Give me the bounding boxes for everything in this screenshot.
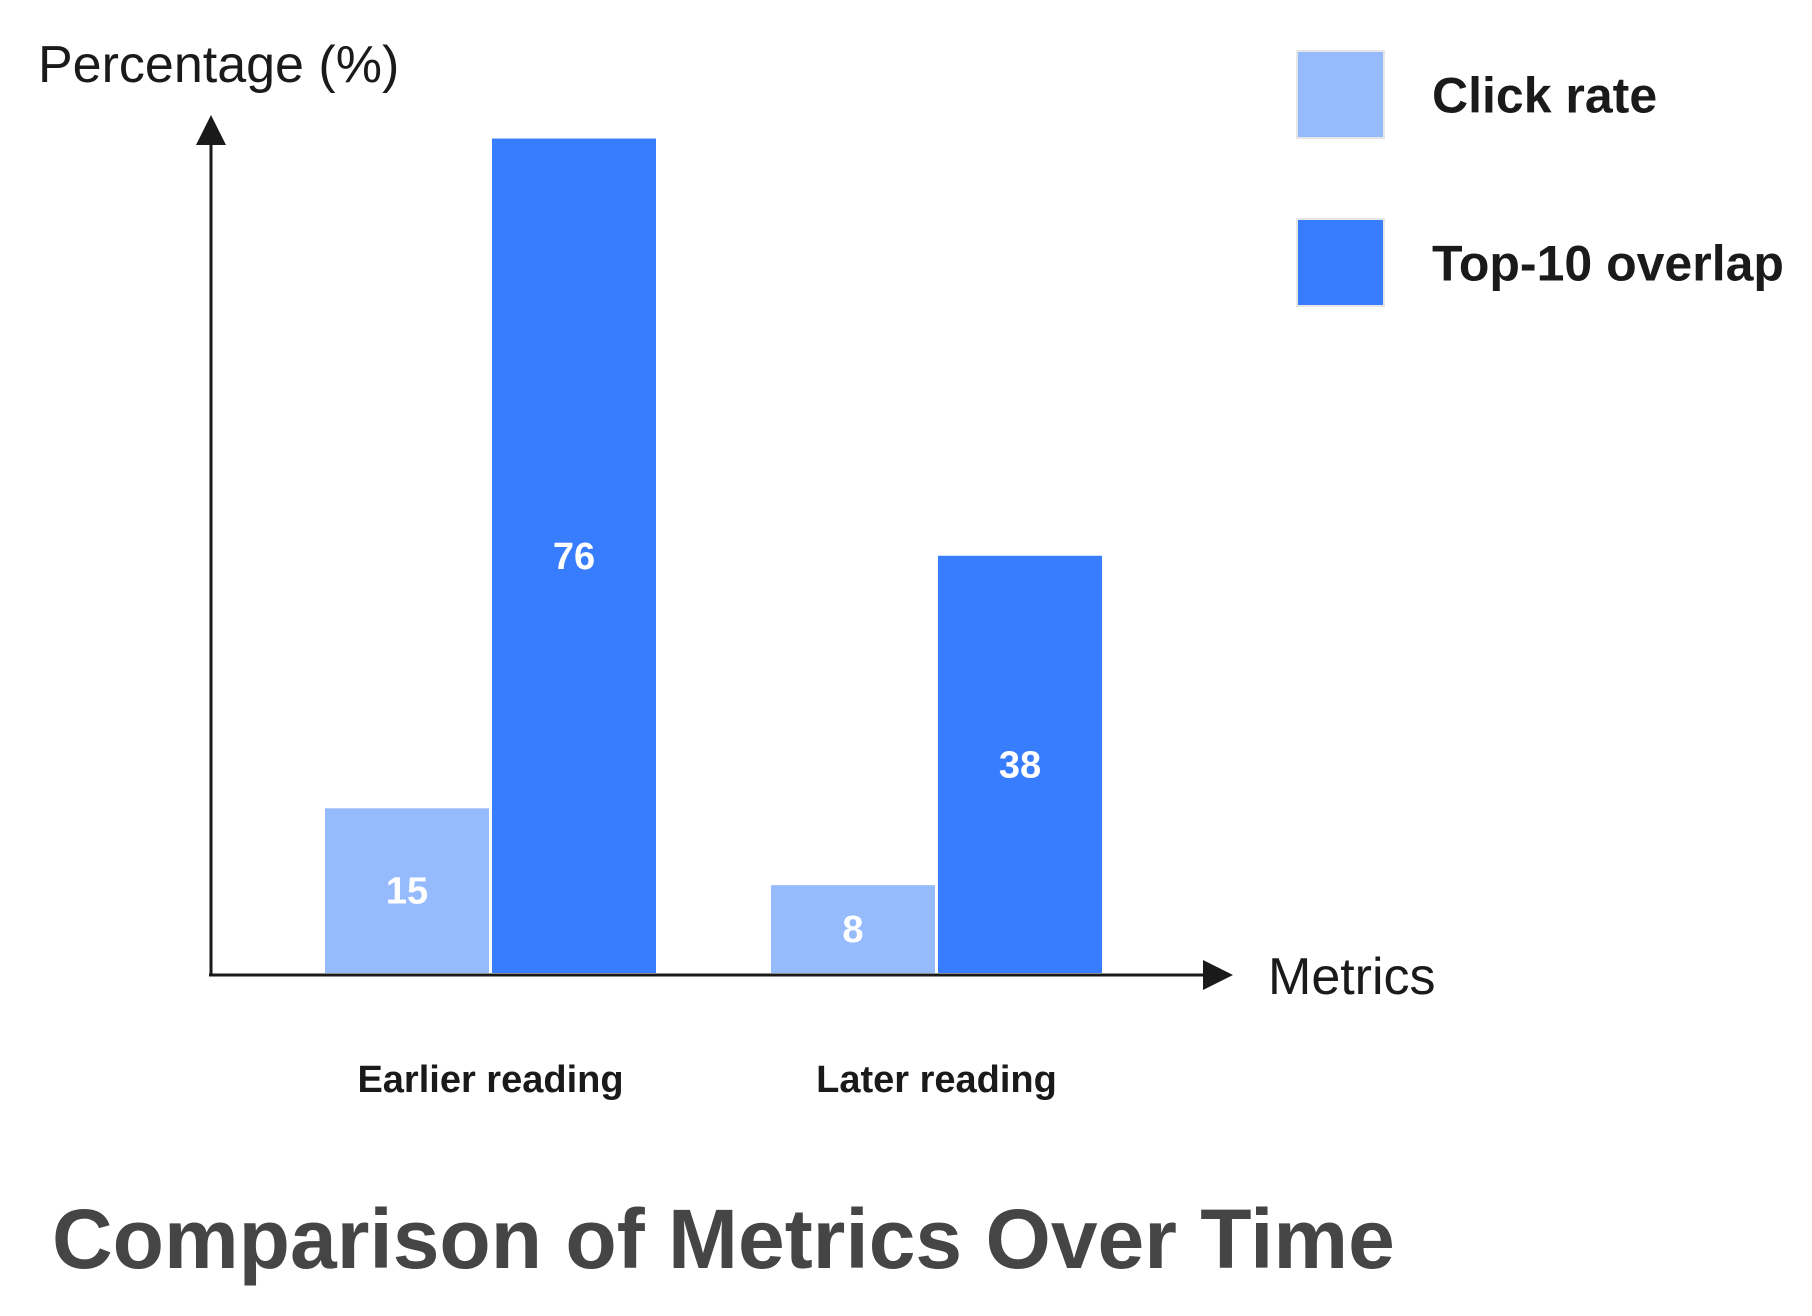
category-labels-group: Earlier reading Later reading bbox=[357, 1059, 1056, 1101]
chart-title: Comparison of Metrics Over Time bbox=[52, 1192, 1395, 1286]
bar-click-rate-later bbox=[771, 885, 935, 973]
legend-swatch bbox=[1296, 50, 1385, 139]
legend-label: Click rate bbox=[1432, 68, 1657, 124]
bars-group bbox=[325, 138, 1102, 973]
y-axis-label: Percentage (%) bbox=[38, 36, 399, 94]
bar-click-rate-earlier bbox=[325, 808, 489, 973]
bar-value-label: 8 bbox=[842, 909, 863, 951]
x-axis-label: Metrics bbox=[1268, 948, 1436, 1006]
bar-value-label: 76 bbox=[553, 536, 595, 578]
category-label: Earlier reading bbox=[357, 1059, 623, 1101]
bar-top10-overlap-later bbox=[938, 555, 1102, 973]
legend: Click rate Top-10 overlap bbox=[1296, 50, 1784, 307]
legend-swatch bbox=[1296, 218, 1385, 307]
legend-label: Top-10 overlap bbox=[1432, 236, 1784, 292]
value-labels-group: 15 76 8 38 bbox=[386, 536, 1041, 951]
bar-value-label: 15 bbox=[386, 871, 428, 913]
bar-top10-overlap-earlier bbox=[492, 138, 656, 973]
bar-value-label: 38 bbox=[999, 744, 1041, 786]
category-label: Later reading bbox=[816, 1059, 1057, 1101]
